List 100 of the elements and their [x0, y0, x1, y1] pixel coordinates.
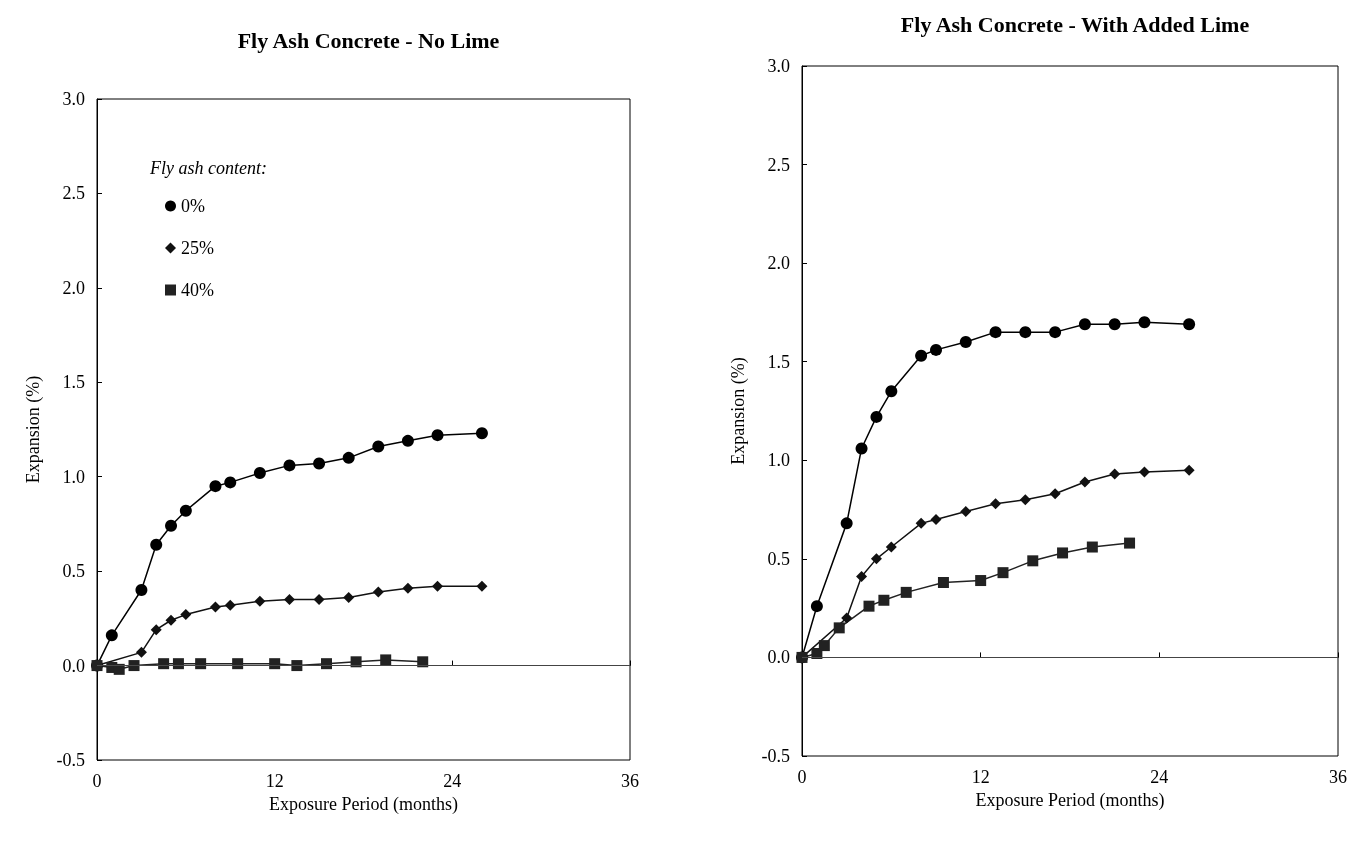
- y-tick-label: 1.0: [767, 450, 790, 471]
- point: [841, 612, 853, 624]
- point: [856, 571, 868, 583]
- point: [930, 513, 942, 525]
- point: [1086, 541, 1098, 553]
- point: [269, 658, 281, 670]
- point: [900, 586, 912, 598]
- point: [840, 517, 853, 530]
- y-tick-label: 3.0: [62, 89, 85, 109]
- point: [180, 609, 192, 621]
- point: [878, 594, 890, 606]
- point: [1124, 537, 1136, 549]
- point: [885, 541, 897, 553]
- point: [959, 336, 972, 348]
- point: [320, 658, 332, 670]
- point: [997, 567, 1009, 579]
- y-tick-label: -0.5: [761, 746, 790, 766]
- point: [1183, 318, 1196, 331]
- point: [283, 459, 296, 472]
- point: [1057, 547, 1069, 559]
- point: [1019, 326, 1032, 339]
- point: [863, 600, 875, 612]
- point: [870, 553, 882, 565]
- chart-title: Fly Ash Concrete - With Added Lime: [900, 11, 1250, 37]
- point: [350, 656, 362, 668]
- point: [150, 538, 163, 551]
- point: [975, 575, 987, 587]
- point: [158, 658, 170, 670]
- point: [1108, 318, 1121, 331]
- point: [224, 599, 236, 611]
- point: [1138, 466, 1150, 478]
- point: [833, 622, 845, 634]
- point: [150, 624, 162, 636]
- point: [1078, 318, 1091, 331]
- point: [960, 506, 972, 518]
- y-tick-label: 1.5: [62, 372, 85, 393]
- y-tick-label: 2.5: [767, 154, 790, 175]
- y-tick-label: 0.0: [62, 655, 85, 676]
- y-tick-label: 1.0: [62, 466, 85, 487]
- point: [128, 660, 140, 672]
- point: [209, 480, 222, 493]
- legend-label: 0%: [181, 196, 205, 216]
- point: [417, 656, 429, 668]
- point: [937, 577, 949, 589]
- point: [855, 442, 868, 455]
- point: [476, 580, 488, 592]
- point: [232, 658, 244, 670]
- y-tick-label: 2.5: [62, 183, 85, 204]
- point: [818, 640, 830, 652]
- point: [989, 326, 1002, 339]
- y-tick-label: 0.0: [767, 647, 790, 668]
- y-tick-label: 1.5: [767, 351, 790, 372]
- point: [342, 451, 355, 464]
- point: [209, 601, 221, 613]
- x-tick-label: 36: [621, 771, 639, 791]
- point: [1027, 555, 1039, 567]
- y-tick-label: 2.0: [62, 277, 85, 298]
- point: [135, 584, 148, 597]
- point: [105, 629, 118, 642]
- chart-title: Fly Ash Concrete - No Lime: [237, 27, 500, 53]
- point: [343, 592, 355, 604]
- point: [1019, 494, 1031, 506]
- x-tick-label: 0: [92, 771, 102, 791]
- point: [253, 466, 266, 479]
- point: [165, 519, 178, 532]
- point: [1109, 468, 1121, 480]
- y-tick-label: 2.0: [767, 253, 790, 274]
- point: [172, 658, 184, 670]
- point: [1079, 476, 1091, 488]
- legend-title: Fly ash content:: [149, 158, 267, 178]
- point: [930, 343, 942, 356]
- point: [1138, 316, 1151, 329]
- x-tick-label: 12: [265, 771, 284, 791]
- point: [254, 595, 266, 607]
- legend-label: 40%: [181, 280, 214, 300]
- point: [870, 410, 883, 423]
- point: [475, 427, 488, 440]
- point: [224, 476, 237, 489]
- point: [313, 457, 326, 470]
- point: [810, 600, 823, 613]
- x-axis-title: Exposure Period (months): [269, 793, 458, 815]
- y-axis-title: Expansion (%): [728, 357, 749, 465]
- point: [165, 614, 177, 626]
- point: [885, 385, 898, 398]
- point: [113, 663, 125, 675]
- x-axis-title: Exposure Period (months): [975, 789, 1165, 811]
- point: [372, 440, 385, 453]
- point: [432, 580, 444, 592]
- point: [195, 658, 207, 670]
- point: [915, 349, 928, 362]
- point: [1049, 326, 1062, 339]
- point: [1049, 488, 1061, 500]
- point: [1183, 464, 1195, 476]
- point: [291, 660, 303, 672]
- point: [283, 593, 295, 605]
- point: [313, 593, 325, 605]
- x-tick-label: 0: [797, 767, 807, 787]
- point: [179, 504, 192, 517]
- point: [372, 586, 384, 598]
- y-tick-label: -0.5: [56, 750, 85, 770]
